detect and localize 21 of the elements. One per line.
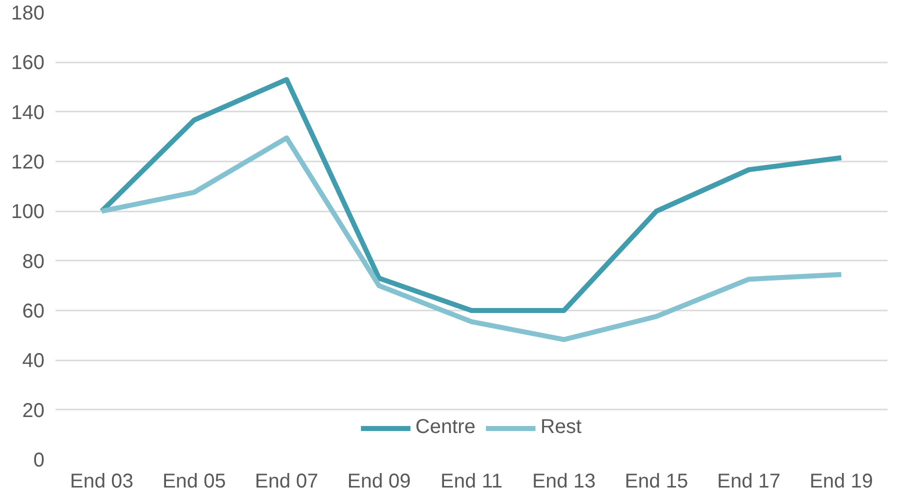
x-tick-label: End 13 <box>532 470 596 492</box>
y-tick-label: 180 <box>11 2 45 24</box>
x-tick-label: End 19 <box>810 470 873 492</box>
x-tick-label: End 15 <box>624 470 688 492</box>
y-tick-label: 120 <box>11 152 45 174</box>
x-tick-label: End 05 <box>162 470 226 492</box>
y-tick-label: 40 <box>22 350 45 372</box>
y-tick-label: 160 <box>11 52 45 74</box>
y-tick-label: 100 <box>11 201 45 224</box>
legend-label: Centre <box>415 416 476 439</box>
x-tick-label: End 07 <box>254 470 318 492</box>
x-tick-label: End 17 <box>717 470 781 492</box>
x-tick-label: End 11 <box>440 470 502 492</box>
y-tick-label: 140 <box>11 102 45 124</box>
x-tick-label: End 09 <box>347 470 411 492</box>
y-tick-label: 60 <box>22 300 45 322</box>
legend-label: Rest <box>540 416 582 439</box>
y-tick-label: 0 <box>33 450 44 472</box>
x-tick-label: End 03 <box>70 470 134 492</box>
y-tick-label: 20 <box>22 400 45 422</box>
y-tick-label: 80 <box>22 250 45 273</box>
